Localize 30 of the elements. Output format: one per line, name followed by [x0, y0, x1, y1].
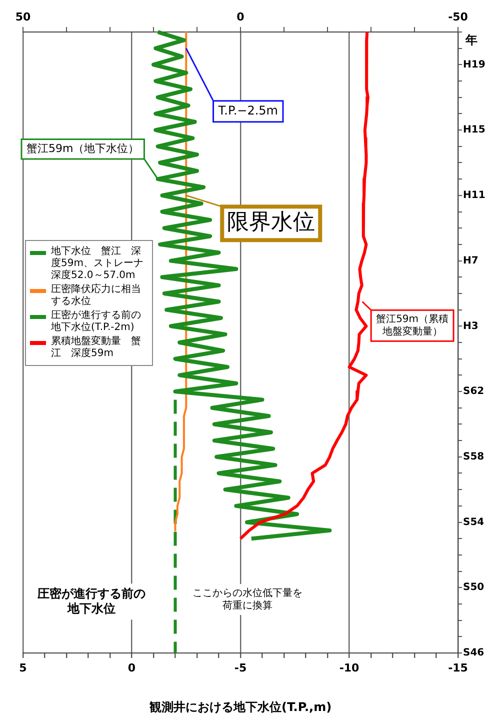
annotation: 蟹江59m（累積地盤変動量）	[376, 312, 449, 338]
y-tick-label: H7	[463, 255, 478, 266]
annotation: ここからの水位低下量を荷重に換算	[192, 586, 302, 612]
y-tick-label: S62	[463, 386, 484, 398]
x2-tick-label: 50	[15, 10, 31, 24]
x-tick-label: 0	[128, 661, 136, 674]
legend-label: 圧密降伏応力に相当する水位	[51, 284, 142, 308]
y-axis-title: 年	[464, 33, 478, 48]
annotation: 圧密が進行する前の地下水位	[36, 586, 146, 616]
x2-tick-label: 0	[236, 10, 245, 24]
y-tick-label: H15	[463, 124, 485, 136]
legend-label: 累積地盤変動量 蟹江 深度59m	[51, 336, 142, 360]
x2-tick-label: -50	[448, 10, 468, 24]
y-tick-label: H11	[463, 190, 485, 202]
y-tick-label: S46	[463, 648, 484, 659]
y-tick-label: S50	[463, 582, 484, 594]
legend-label: 圧密が進行する前の地下水位(T.P.-2m)	[51, 310, 142, 334]
legend-label: 地下水位 蟹江 深度59m、ストレーナ深度52.0～57.0m	[51, 246, 144, 282]
x-tick-label: -5	[234, 661, 247, 674]
annotation: 蟹江59m（地下水位）	[26, 142, 140, 155]
x-tick-label: -10	[339, 661, 360, 674]
y-tick-label: S58	[463, 451, 484, 462]
x-axis-title: 観測井における地下水位(T.P.,m)	[148, 700, 332, 714]
y-tick-label: H19	[463, 59, 485, 70]
x-tick-label: -15	[448, 661, 468, 674]
y-tick-label: S54	[463, 516, 484, 528]
x-tick-label: 5	[19, 661, 27, 674]
annotation: T.P.−2.5m	[217, 103, 278, 118]
annotation: 限界水位	[227, 210, 316, 236]
y-tick-label: H3	[463, 320, 478, 332]
